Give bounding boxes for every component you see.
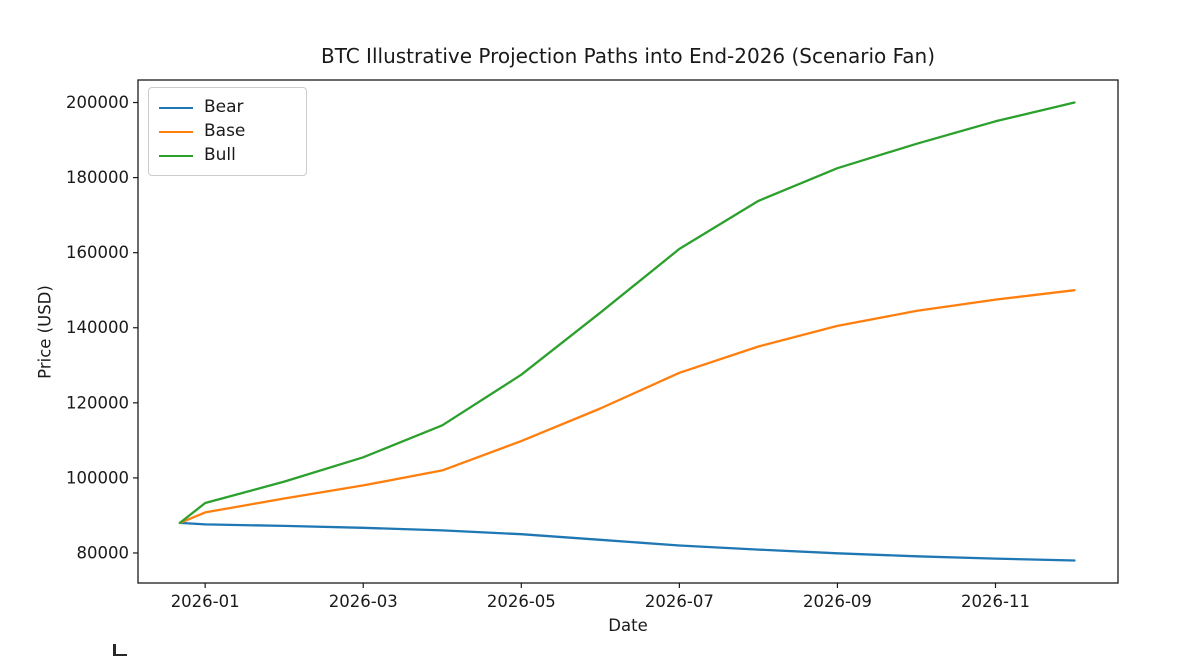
x-tick-label: 2026-07 <box>645 592 714 611</box>
series-line-bull <box>178 101 1076 525</box>
y-tick-label: 160000 <box>66 243 129 262</box>
legend-item-label: Bear <box>204 97 244 117</box>
x-tick-label: 2026-09 <box>803 592 872 611</box>
x-tick-label: 2026-03 <box>329 592 398 611</box>
legend-line-swatch <box>159 154 193 157</box>
x-tick-label: 2026-05 <box>487 592 556 611</box>
stray-mark <box>113 644 127 656</box>
legend-item-bear: Bear <box>159 96 296 119</box>
y-tick-label: 180000 <box>66 168 129 187</box>
series-line-base <box>178 289 1076 525</box>
x-axis-ticks: 2026-01 2026-03 2026-05 2026-07 2026-09 2026-… <box>171 583 1030 611</box>
x-tick-label: 2026-11 <box>961 592 1030 611</box>
legend-line-swatch <box>159 106 193 109</box>
y-tick-label: 140000 <box>66 318 129 337</box>
legend-item-base: Base <box>159 120 296 143</box>
series-line-bear <box>178 521 1076 562</box>
legend-item-label: Bull <box>204 145 236 165</box>
x-axis-label: Date <box>608 616 648 635</box>
plot-border <box>137 79 1119 584</box>
y-tick-label: 200000 <box>66 93 129 112</box>
chart-title: BTC Illustrative Projection Paths into E… <box>320 44 936 68</box>
y-tick-label: 100000 <box>66 468 129 487</box>
legend-item-label: Base <box>204 121 246 141</box>
legend-line-swatch <box>159 130 193 133</box>
legend: Bear Base Bull <box>148 87 307 176</box>
y-tick-label: 120000 <box>66 393 129 412</box>
y-tick-label: 80000 <box>77 543 130 562</box>
x-tick-label: 2026-01 <box>171 592 240 611</box>
legend-item-bull: Bull <box>159 144 296 167</box>
y-axis-ticks: 80000 100000 120000 140000 160000 180000 20000… <box>66 93 138 562</box>
